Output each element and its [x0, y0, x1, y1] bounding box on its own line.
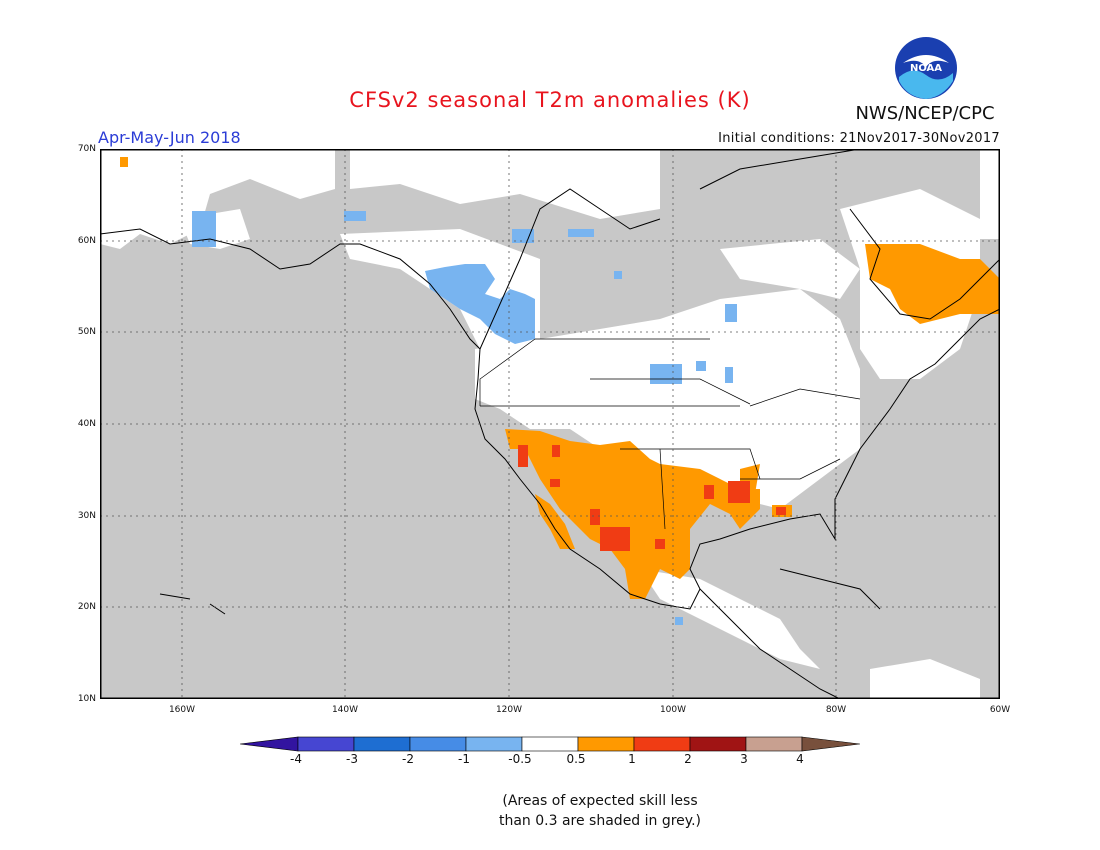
- lat-label-20n: 20N: [77, 602, 96, 612]
- colorbar-cell: [689, 736, 747, 752]
- positive-anomaly-red: [518, 445, 786, 551]
- colorbar-cell: [353, 736, 411, 752]
- footnote-line-1: (Areas of expected skill less: [502, 793, 698, 809]
- lat-label-40n: 40N: [77, 419, 96, 429]
- colorbar-label-p4: 4: [796, 752, 804, 766]
- negative-anomaly-patches: [192, 211, 737, 625]
- lon-label-140w: 140W: [331, 705, 359, 715]
- lon-label-60w: 60W: [989, 705, 1011, 715]
- colorbar-cell: [577, 736, 635, 752]
- lat-label-30n: 30N: [77, 511, 96, 521]
- colorbar-cell: [745, 736, 803, 752]
- lon-label-160w: 160W: [168, 705, 196, 715]
- colorbar: [240, 736, 860, 752]
- anomaly-map: [100, 149, 1000, 699]
- colorbar-arrow-low: [240, 736, 299, 752]
- colorbar-label-m3: -3: [346, 752, 358, 766]
- lat-label-70n: 70N: [77, 144, 96, 154]
- chart-title: CFSv2 seasonal T2m anomalies (K): [349, 88, 751, 112]
- lat-label-60n: 60N: [77, 236, 96, 246]
- colorbar-label-p2: 2: [684, 752, 692, 766]
- lon-label-80w: 80W: [825, 705, 847, 715]
- agency-label: NWS/NCEP/CPC: [855, 103, 995, 124]
- graticule: [100, 149, 1000, 699]
- lon-label-120w: 120W: [495, 705, 523, 715]
- colorbar-label-m2: -2: [402, 752, 414, 766]
- colorbar-arrow-high: [801, 736, 860, 752]
- coastlines: [100, 149, 1000, 699]
- colorbar-cell: [409, 736, 467, 752]
- footnote-line-2: than 0.3 are shaded in grey.): [498, 813, 701, 829]
- colorbar-label-p05: 0.5: [566, 752, 586, 766]
- colorbar-label-m4: -4: [290, 752, 302, 766]
- logo-text: NOAA: [910, 63, 942, 74]
- forecast-period: Apr-May-Jun 2018: [98, 128, 241, 147]
- noaa-logo: NOAA: [895, 37, 957, 99]
- initial-conditions: Initial conditions: 21Nov2017-30Nov2017: [718, 131, 1000, 146]
- skill-footnote: (Areas of expected skill less than 0.3 a…: [440, 791, 760, 831]
- colorbar-cell: [633, 736, 691, 752]
- positive-anomaly-orange: [120, 157, 1000, 599]
- lat-label-10n: 10N: [77, 694, 96, 704]
- colorbar-label-p1: 1: [628, 752, 636, 766]
- lat-label-50n: 50N: [77, 327, 96, 337]
- map-frame: [100, 149, 1000, 699]
- colorbar-label-m05: -0.5: [508, 752, 532, 766]
- lon-label-100w: 100W: [659, 705, 687, 715]
- political-borders: [479, 338, 861, 530]
- colorbar-cell: [521, 736, 579, 752]
- colorbar-label-p3: 3: [740, 752, 748, 766]
- colorbar-cell: [297, 736, 355, 752]
- colorbar-cell: [465, 736, 523, 752]
- colorbar-label-m1: -1: [458, 752, 470, 766]
